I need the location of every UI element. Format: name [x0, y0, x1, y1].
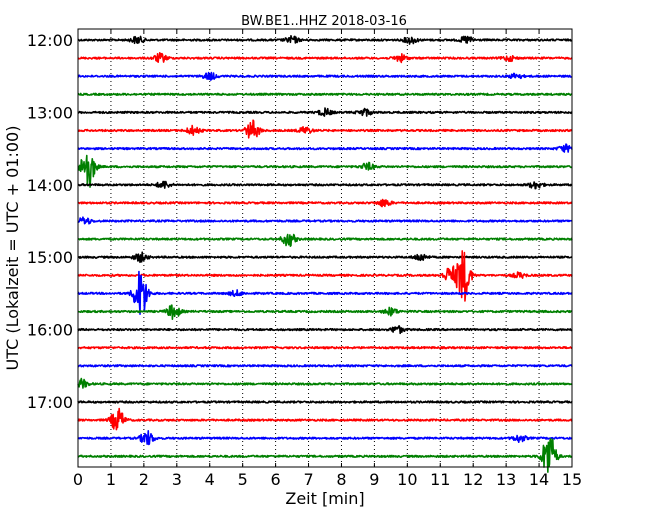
trace-line [77, 216, 573, 225]
x-tick-label: 15 [562, 470, 582, 489]
trace-line [77, 325, 573, 335]
trace-line [77, 34, 573, 45]
trace-line [77, 51, 573, 64]
y-tick-label: 17:00 [27, 393, 73, 412]
trace-line [77, 71, 573, 82]
y-axis-ticks: 12:00 13:00 14:00 15:00 16:00 17:00 [27, 31, 82, 412]
x-tick-label: 11 [430, 470, 450, 489]
x-tick-label: 14 [529, 470, 549, 489]
x-tick-label: 7 [303, 470, 313, 489]
trace-line [77, 143, 573, 153]
x-axis-ticks: 0 1 2 3 4 5 6 7 8 9 10 11 12 13 14 15 [73, 29, 582, 489]
x-tick-label: 0 [73, 470, 83, 489]
y-axis-label: UTC (Lokalzeit = UTC + 01:00) [3, 126, 22, 371]
trace-line [77, 180, 573, 190]
x-tick-label: 9 [369, 470, 379, 489]
x-tick-label: 1 [106, 470, 116, 489]
trace-line [77, 304, 573, 321]
trace-line [77, 346, 573, 350]
y-tick-label: 13:00 [27, 103, 73, 122]
trace-line [77, 198, 573, 208]
y-tick-label: 14:00 [27, 176, 73, 195]
trace-line [77, 430, 573, 446]
trace-line [77, 92, 573, 96]
x-tick-label: 4 [205, 470, 215, 489]
trace-line [77, 233, 573, 247]
trace-line [77, 400, 573, 404]
x-tick-label: 12 [463, 470, 483, 489]
y-tick-label: 16:00 [27, 321, 73, 340]
plot-frame [77, 28, 573, 468]
trace-line [77, 119, 573, 139]
x-tick-label: 5 [238, 470, 248, 489]
chart-title: BW.BE1..HHZ 2018-03-16 [241, 14, 407, 29]
trace-line [77, 270, 573, 315]
trace-line [77, 107, 573, 117]
trace-line [77, 364, 573, 368]
x-tick-label: 8 [336, 470, 346, 489]
x-tick-label: 3 [172, 470, 182, 489]
trace-line [77, 437, 573, 473]
trace-line [77, 250, 573, 302]
trace-line [77, 154, 573, 188]
x-tick-label: 10 [397, 470, 417, 489]
x-tick-label: 6 [271, 470, 281, 489]
y-tick-label: 12:00 [27, 31, 73, 50]
trace-line [77, 377, 573, 389]
x-tick-label: 13 [496, 470, 516, 489]
traces-group [77, 34, 573, 473]
x-axis-label: Zeit [min] [285, 489, 364, 508]
trace-line [77, 407, 573, 431]
trace-line [77, 251, 573, 264]
y-tick-label: 15:00 [27, 248, 73, 267]
x-tick-label: 2 [139, 470, 149, 489]
